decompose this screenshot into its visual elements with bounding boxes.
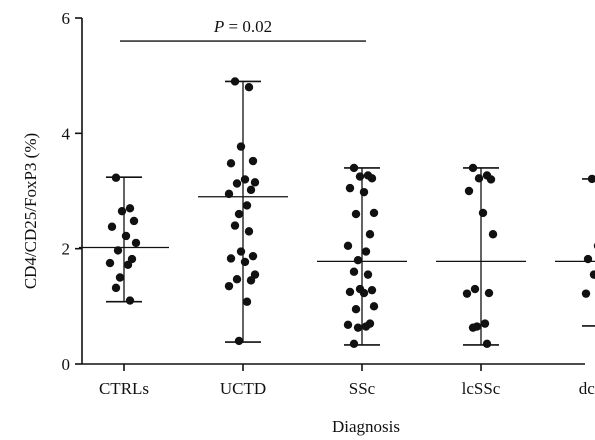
group-dcssc (555, 174, 595, 327)
p-value-text: = 0.02 (224, 17, 272, 36)
data-point (345, 183, 355, 193)
data-point (113, 246, 123, 255)
data-point (343, 320, 353, 329)
data-point (125, 204, 135, 213)
p-value-annotation: P = 0.02 (120, 17, 366, 42)
data-point (486, 175, 496, 184)
data-point (246, 276, 256, 285)
data-point (480, 319, 490, 328)
data-point (351, 305, 361, 314)
data-point (236, 142, 246, 151)
data-point (468, 163, 478, 173)
data-point (464, 186, 474, 196)
data-point (478, 208, 488, 218)
data-point (226, 159, 236, 168)
x-tick-label: UCTD (220, 379, 266, 398)
data-point (232, 179, 242, 188)
data-point (230, 77, 240, 86)
data-point (246, 185, 256, 195)
y-tick-label: 4 (62, 124, 71, 143)
data-point (105, 258, 115, 268)
data-point (353, 256, 363, 265)
data-point (234, 209, 244, 219)
data-point (359, 187, 369, 197)
plot-area: P = 0.02 (79, 17, 595, 349)
x-axis-label: Diagnosis (332, 417, 400, 436)
data-point (250, 178, 260, 187)
group-uctd (198, 77, 288, 346)
data-point (581, 289, 591, 298)
data-point (242, 201, 252, 210)
data-point (462, 289, 472, 298)
data-point (248, 251, 258, 261)
data-point (244, 83, 254, 92)
group-lcssc (436, 163, 526, 349)
data-point (587, 174, 595, 184)
data-point (349, 339, 359, 349)
data-point (365, 230, 375, 239)
data-point (244, 227, 254, 236)
y-tick-label: 6 (62, 9, 71, 28)
data-point (226, 254, 236, 263)
data-point (345, 287, 355, 297)
data-point (349, 163, 359, 173)
data-point (107, 222, 117, 231)
data-point (468, 323, 478, 332)
data-point (361, 247, 371, 256)
data-point (111, 173, 121, 182)
data-point (111, 283, 121, 293)
data-point (583, 254, 593, 264)
data-point (484, 288, 494, 298)
data-point (488, 230, 498, 239)
data-point (123, 260, 133, 270)
data-point (361, 322, 371, 331)
x-tick-label: SSc (349, 379, 376, 398)
data-point (224, 281, 234, 291)
p-value-label: P = 0.02 (213, 17, 272, 36)
data-point (230, 221, 240, 230)
data-point (482, 339, 492, 349)
data-point (351, 209, 361, 219)
data-point (474, 174, 484, 183)
axes: 0 2 4 6 CTRLs UCTD SSc lcSSc dcSSc (62, 9, 595, 398)
group-ctrls (79, 173, 169, 305)
data-point (117, 206, 127, 216)
data-point (367, 285, 377, 295)
x-tick-label: lcSSc (462, 379, 501, 398)
data-point (240, 257, 250, 267)
data-point (349, 267, 359, 276)
data-point (234, 336, 244, 346)
data-point (363, 270, 373, 279)
y-axis-label: CD4/CD25/FoxP3 (%) (21, 133, 40, 289)
data-point (353, 323, 363, 332)
data-point (115, 273, 125, 282)
data-point (359, 288, 369, 298)
data-point (589, 270, 595, 279)
data-point (236, 247, 246, 256)
data-point (470, 284, 480, 294)
data-point (355, 172, 365, 181)
y-tick-label: 0 (62, 355, 71, 374)
data-point (367, 174, 377, 183)
data-point (224, 189, 234, 199)
data-point (129, 216, 139, 226)
data-point (343, 241, 353, 250)
data-point (232, 275, 242, 284)
data-point (369, 208, 379, 218)
x-tick-label: dcSSc (579, 379, 595, 398)
data-point (240, 175, 250, 184)
p-value-symbol: P (213, 17, 224, 36)
data-point (121, 231, 131, 241)
data-point (248, 156, 258, 166)
data-point (369, 302, 379, 311)
data-point (131, 238, 141, 248)
x-tick-label: CTRLs (99, 379, 149, 398)
group-ssc (317, 163, 407, 349)
data-point (242, 297, 252, 306)
data-point (125, 296, 135, 305)
y-tick-label: 2 (62, 240, 71, 259)
